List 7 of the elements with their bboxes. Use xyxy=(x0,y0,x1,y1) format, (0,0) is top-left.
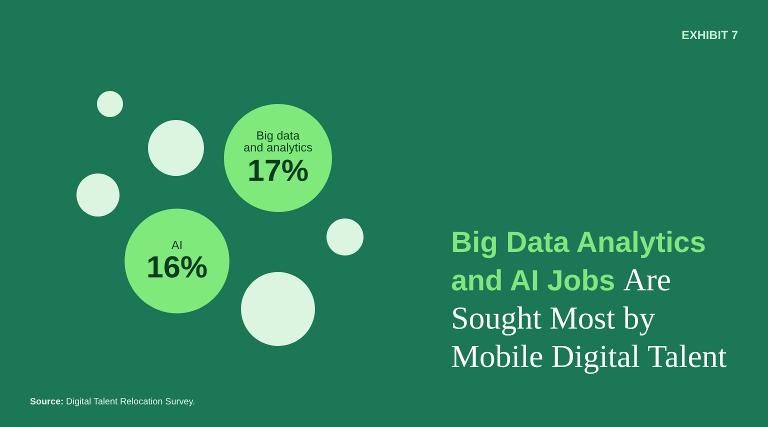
category-label: AI xyxy=(171,240,182,250)
category-label: Big data and analytics xyxy=(244,131,312,154)
source-note: Source: Digital Talent Relocation Survey. xyxy=(30,398,194,406)
text: Big Data Analytics and AI Jobs Are Sought Most by Mobile Digital Talent xyxy=(452,230,727,374)
data-label: 17% xyxy=(249,160,308,182)
data-label: 16% xyxy=(148,256,207,278)
text: EXHIBIT 7 xyxy=(682,30,738,40)
